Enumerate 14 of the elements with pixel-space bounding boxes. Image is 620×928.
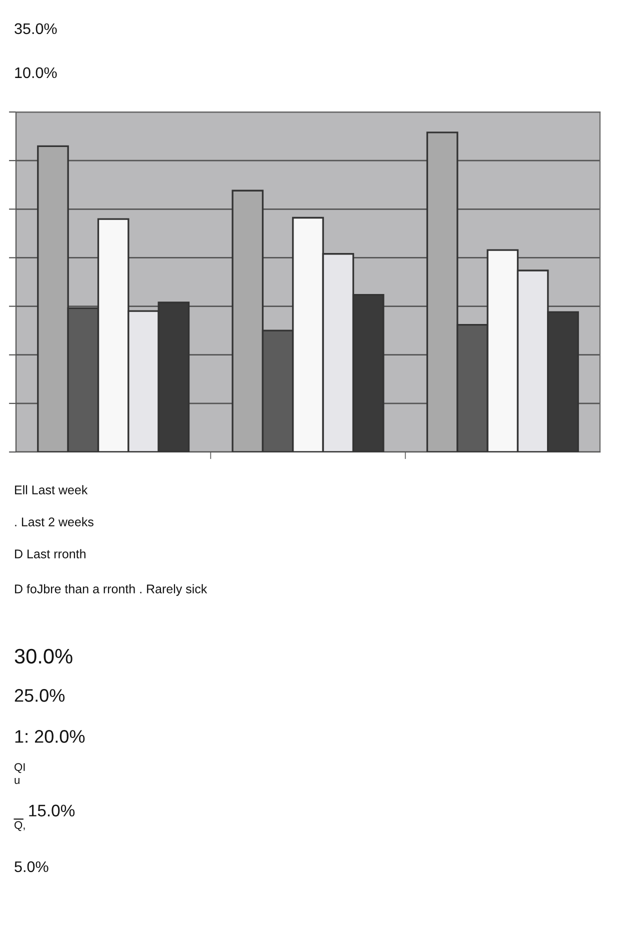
text: . Last 2 weeks [15, 517, 94, 526]
text: Ell Last week [15, 485, 88, 494]
text: 30.0% [14, 648, 72, 664]
text: Q, [14, 821, 25, 831]
text: D Last rronth [15, 549, 86, 558]
text: 25.0% [14, 689, 65, 702]
text: 35.0% [14, 23, 57, 34]
text: 10.0% [15, 67, 57, 78]
text: u [14, 778, 20, 784]
text: QI [14, 763, 25, 773]
text: 1: 20.0% [15, 730, 85, 743]
text: _ 15.0% [14, 804, 75, 820]
text: 5.0% [14, 861, 48, 872]
text: D foJbre than a rronth . Rarely sick [15, 584, 208, 596]
